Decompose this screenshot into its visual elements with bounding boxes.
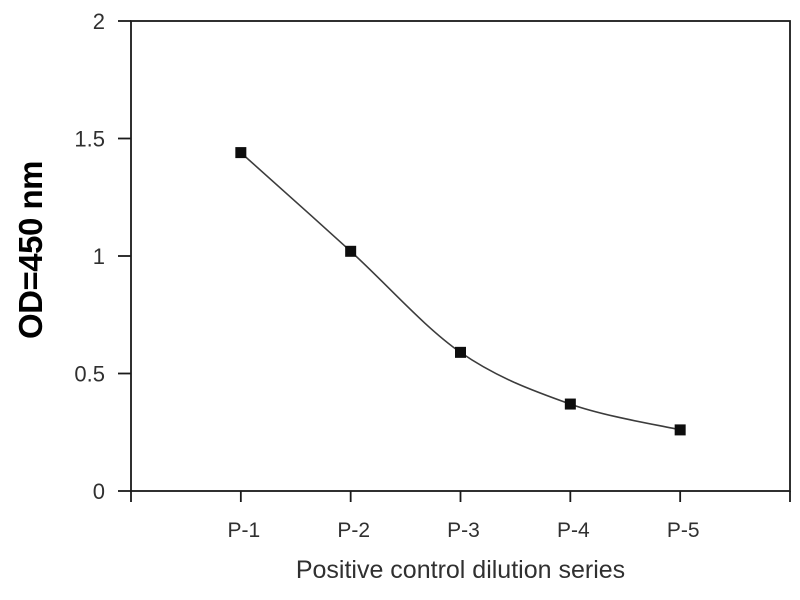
y-tick-label: 1: [93, 244, 105, 269]
series-line: [240, 152, 681, 431]
data-point-marker: [674, 424, 686, 436]
data-point-marker: [235, 147, 247, 159]
y-tick-label: 0.5: [74, 362, 105, 387]
data-point-marker: [345, 245, 357, 257]
y-tick-label: 2: [93, 9, 105, 34]
y-tick-label: 0: [93, 479, 105, 504]
data-point-marker: [455, 346, 466, 358]
data-point-marker: [564, 398, 576, 410]
y-axis-title: OD=450 nm: [12, 161, 49, 339]
x-axis-title: Positive control dilution series: [295, 556, 626, 584]
x-tick-label: P-4: [557, 519, 590, 542]
x-tick-label: P-1: [227, 519, 260, 542]
x-tick-label: P-2: [337, 519, 370, 542]
y-tick-label: 1.5: [74, 127, 105, 152]
x-tick-label: P-5: [667, 519, 700, 542]
plot-border: [130, 20, 791, 492]
x-tick-label: P-3: [447, 519, 480, 542]
